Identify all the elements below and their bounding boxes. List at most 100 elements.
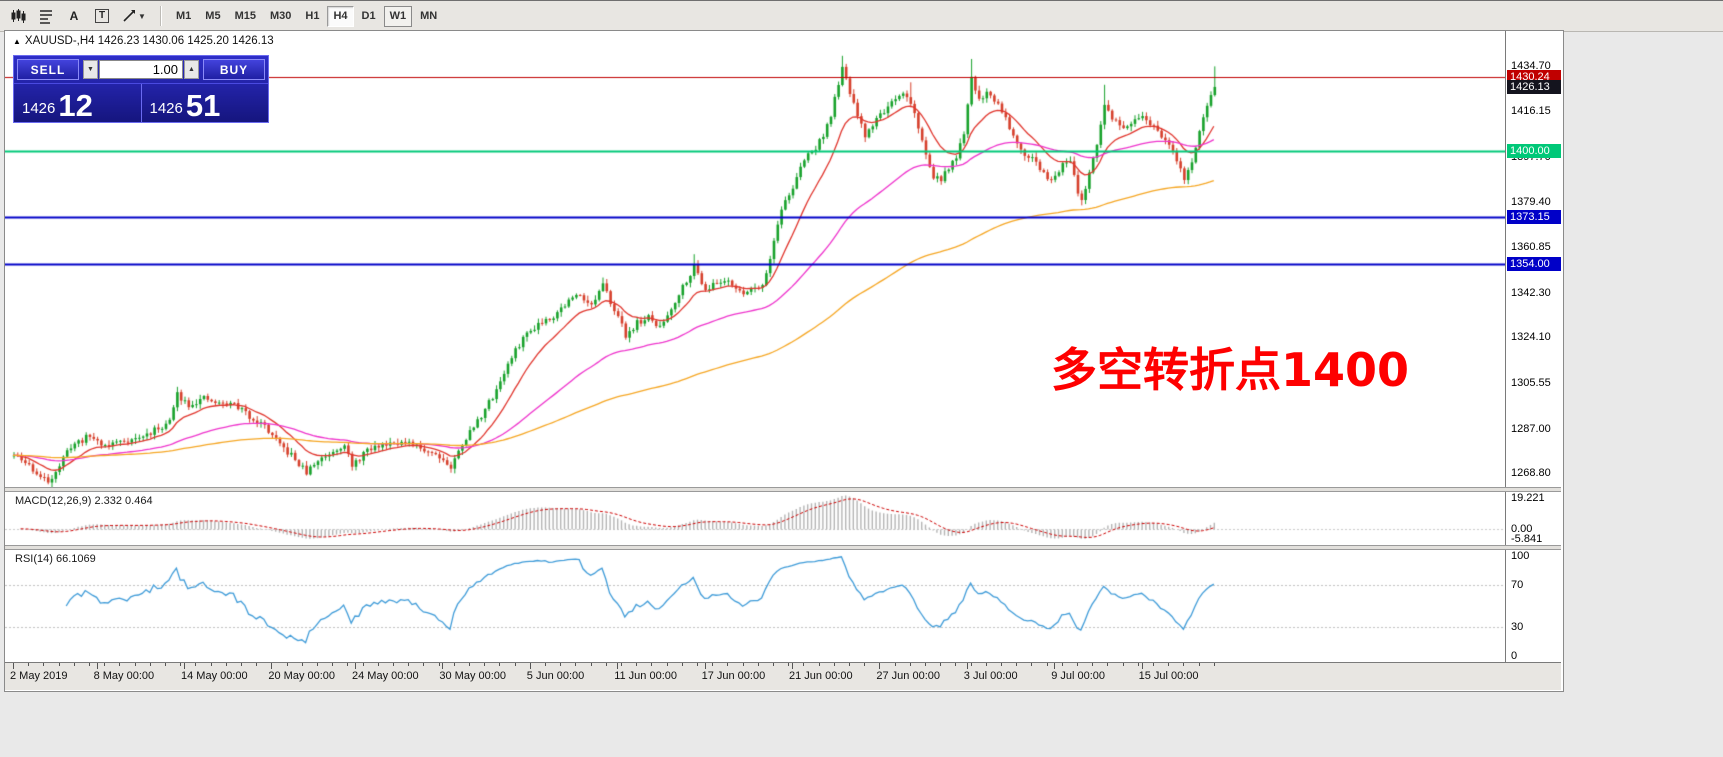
time-axis-major-tick: [966, 663, 968, 669]
chart-window: 1434.701416.151397.701379.401360.851342.…: [4, 30, 1564, 692]
text-box-glyph: T: [94, 9, 110, 23]
time-axis-label: 21 Jun 00:00: [789, 670, 853, 682]
rsi-canvas[interactable]: [5, 550, 1505, 662]
buy-button[interactable]: BUY: [203, 59, 265, 80]
time-axis-tick: [849, 663, 850, 666]
rsi-scale[interactable]: 100 70 30 0: [1505, 550, 1562, 662]
time-axis-tick: [28, 663, 30, 666]
time-axis-tick: [681, 663, 683, 666]
indicators-list-icon[interactable]: [33, 4, 59, 28]
time-axis-label: 11 Jun 00:00: [614, 670, 677, 682]
time-axis-major-tick: [792, 663, 793, 669]
chart-header: ▲ XAUUSD-,H4 1426.23 1430.06 1425.20 1426…: [13, 35, 274, 47]
macd-panel: 19.221 0.00 -5.841 MACD(12,26,9) 2.332 0.4…: [5, 492, 1562, 545]
time-axis-tick: [605, 663, 607, 666]
time-axis-tick: [1107, 663, 1109, 666]
price-tick: 1416.15: [1511, 105, 1551, 118]
text-label-icon[interactable]: A: [61, 4, 87, 28]
ask-price-main: 1426: [149, 100, 183, 117]
time-axis-tick: [1061, 663, 1063, 666]
rsi-scale-tick: 100: [1511, 550, 1530, 562]
time-axis-major-tick: [879, 663, 881, 669]
price-tick: 1379.40: [1511, 195, 1551, 208]
time-axis-label: 3 Jul 00:00: [963, 670, 1018, 682]
text-box-icon[interactable]: T: [89, 4, 115, 28]
macd-scale-tick: 19.221: [1511, 492, 1545, 504]
timeframe-button-m15[interactable]: M15: [229, 6, 262, 27]
rsi-label: RSI(14) 66.1069: [15, 553, 96, 565]
chevron-down-icon: ▼: [138, 11, 146, 21]
time-axis-tick: [712, 663, 714, 666]
price-level-badge: 1373.15: [1507, 210, 1561, 224]
time-axis-tick: [545, 663, 546, 666]
time-axis-major-tick: [529, 663, 531, 669]
time-axis-tick: [575, 663, 577, 666]
time-axis-tick: [621, 663, 622, 666]
panel-splitter[interactable]: [5, 545, 1561, 550]
time-axis-tick: [757, 663, 759, 666]
price-tick: 1305.55: [1511, 377, 1551, 389]
time-axis-tick: [301, 663, 303, 666]
time-axis-label: 27 Jun 00:00: [876, 670, 941, 682]
timeframe-button-m1[interactable]: M1: [170, 6, 197, 27]
ask-price[interactable]: 1426 51: [142, 84, 269, 123]
timeframe-button-mn[interactable]: MN: [414, 6, 443, 27]
time-axis-tick: [1183, 663, 1185, 666]
timeframe-button-w1[interactable]: W1: [383, 5, 413, 27]
chart-annotation-text: 多空转折点1400: [1051, 343, 1410, 397]
price-tick: 1434.70: [1511, 59, 1551, 72]
time-axis-tick: [636, 663, 638, 666]
time-axis-tick: [58, 663, 60, 666]
time-axis-tick: [1092, 663, 1094, 666]
volume-down-button[interactable]: ▼: [83, 60, 98, 79]
rsi-scale-tick: 70: [1511, 578, 1524, 591]
ask-price-pips: 51: [185, 88, 221, 124]
collapse-triangle-icon: ▲: [13, 37, 21, 46]
bid-ask-row: 1426 12 1426 51: [14, 83, 268, 123]
timeframe-button-h4[interactable]: H4: [327, 5, 354, 27]
time-axis-tick: [332, 663, 334, 666]
time-axis-tick: [210, 663, 212, 666]
timeframe-button-m30[interactable]: M30: [264, 6, 297, 27]
macd-scale[interactable]: 19.221 0.00 -5.841: [1505, 492, 1562, 545]
time-axis-tick: [469, 663, 470, 666]
time-axis-major-tick: [704, 663, 706, 669]
time-axis-major-tick: [13, 663, 14, 669]
volume-up-button[interactable]: ▲: [184, 60, 199, 79]
toolbar-separator: [160, 6, 161, 26]
bid-price[interactable]: 1426 12: [14, 84, 142, 123]
time-axis[interactable]: 2 May 2019 8 May 00:00 14 May 00:00 20 May …: [5, 662, 1561, 690]
price-scale[interactable]: 1434.701416.151397.701379.401360.851342.…: [1505, 31, 1562, 487]
chart-type-icon[interactable]: [5, 4, 31, 28]
time-axis-tick: [165, 663, 166, 666]
price-tick: 1360.85: [1511, 241, 1551, 254]
sell-button[interactable]: SELL: [17, 59, 79, 80]
time-axis-tick: [1031, 663, 1033, 666]
time-axis-tick: [180, 663, 182, 666]
time-axis-tick: [484, 663, 486, 666]
timeframe-button-h1[interactable]: H1: [299, 6, 325, 27]
panel-splitter[interactable]: [5, 487, 1561, 492]
time-axis-tick: [1137, 663, 1139, 666]
timeframe-toolbar: M1 M5 M15 M30 H1 H4 D1 W1 MN: [165, 1, 448, 31]
time-axis-tick: [773, 663, 774, 666]
macd-label: MACD(12,26,9) 2.332 0.464: [15, 495, 153, 507]
time-axis-label: 5 Jun 00:00: [526, 670, 585, 682]
rsi-scale-tick: 30: [1511, 621, 1524, 634]
time-axis-tick: [408, 663, 410, 666]
volume-input[interactable]: [99, 60, 183, 79]
bid-price-pips: 12: [58, 88, 93, 124]
time-axis-tick: [195, 663, 197, 666]
timeframe-button-d1[interactable]: D1: [356, 6, 382, 27]
time-axis-tick: [864, 663, 866, 666]
shapes-dropdown-icon[interactable]: ▼: [117, 4, 151, 28]
timeframe-button-m5[interactable]: M5: [199, 6, 226, 27]
time-axis-tick: [104, 663, 106, 666]
time-axis-label: 17 Jun 00:00: [701, 670, 766, 682]
time-axis-tick: [73, 663, 75, 666]
price-tick: 1287.00: [1511, 422, 1551, 435]
macd-canvas[interactable]: [5, 492, 1505, 545]
time-axis-tick: [1213, 663, 1215, 666]
time-axis-major-tick: [442, 663, 444, 669]
time-axis-major-tick: [617, 663, 619, 669]
